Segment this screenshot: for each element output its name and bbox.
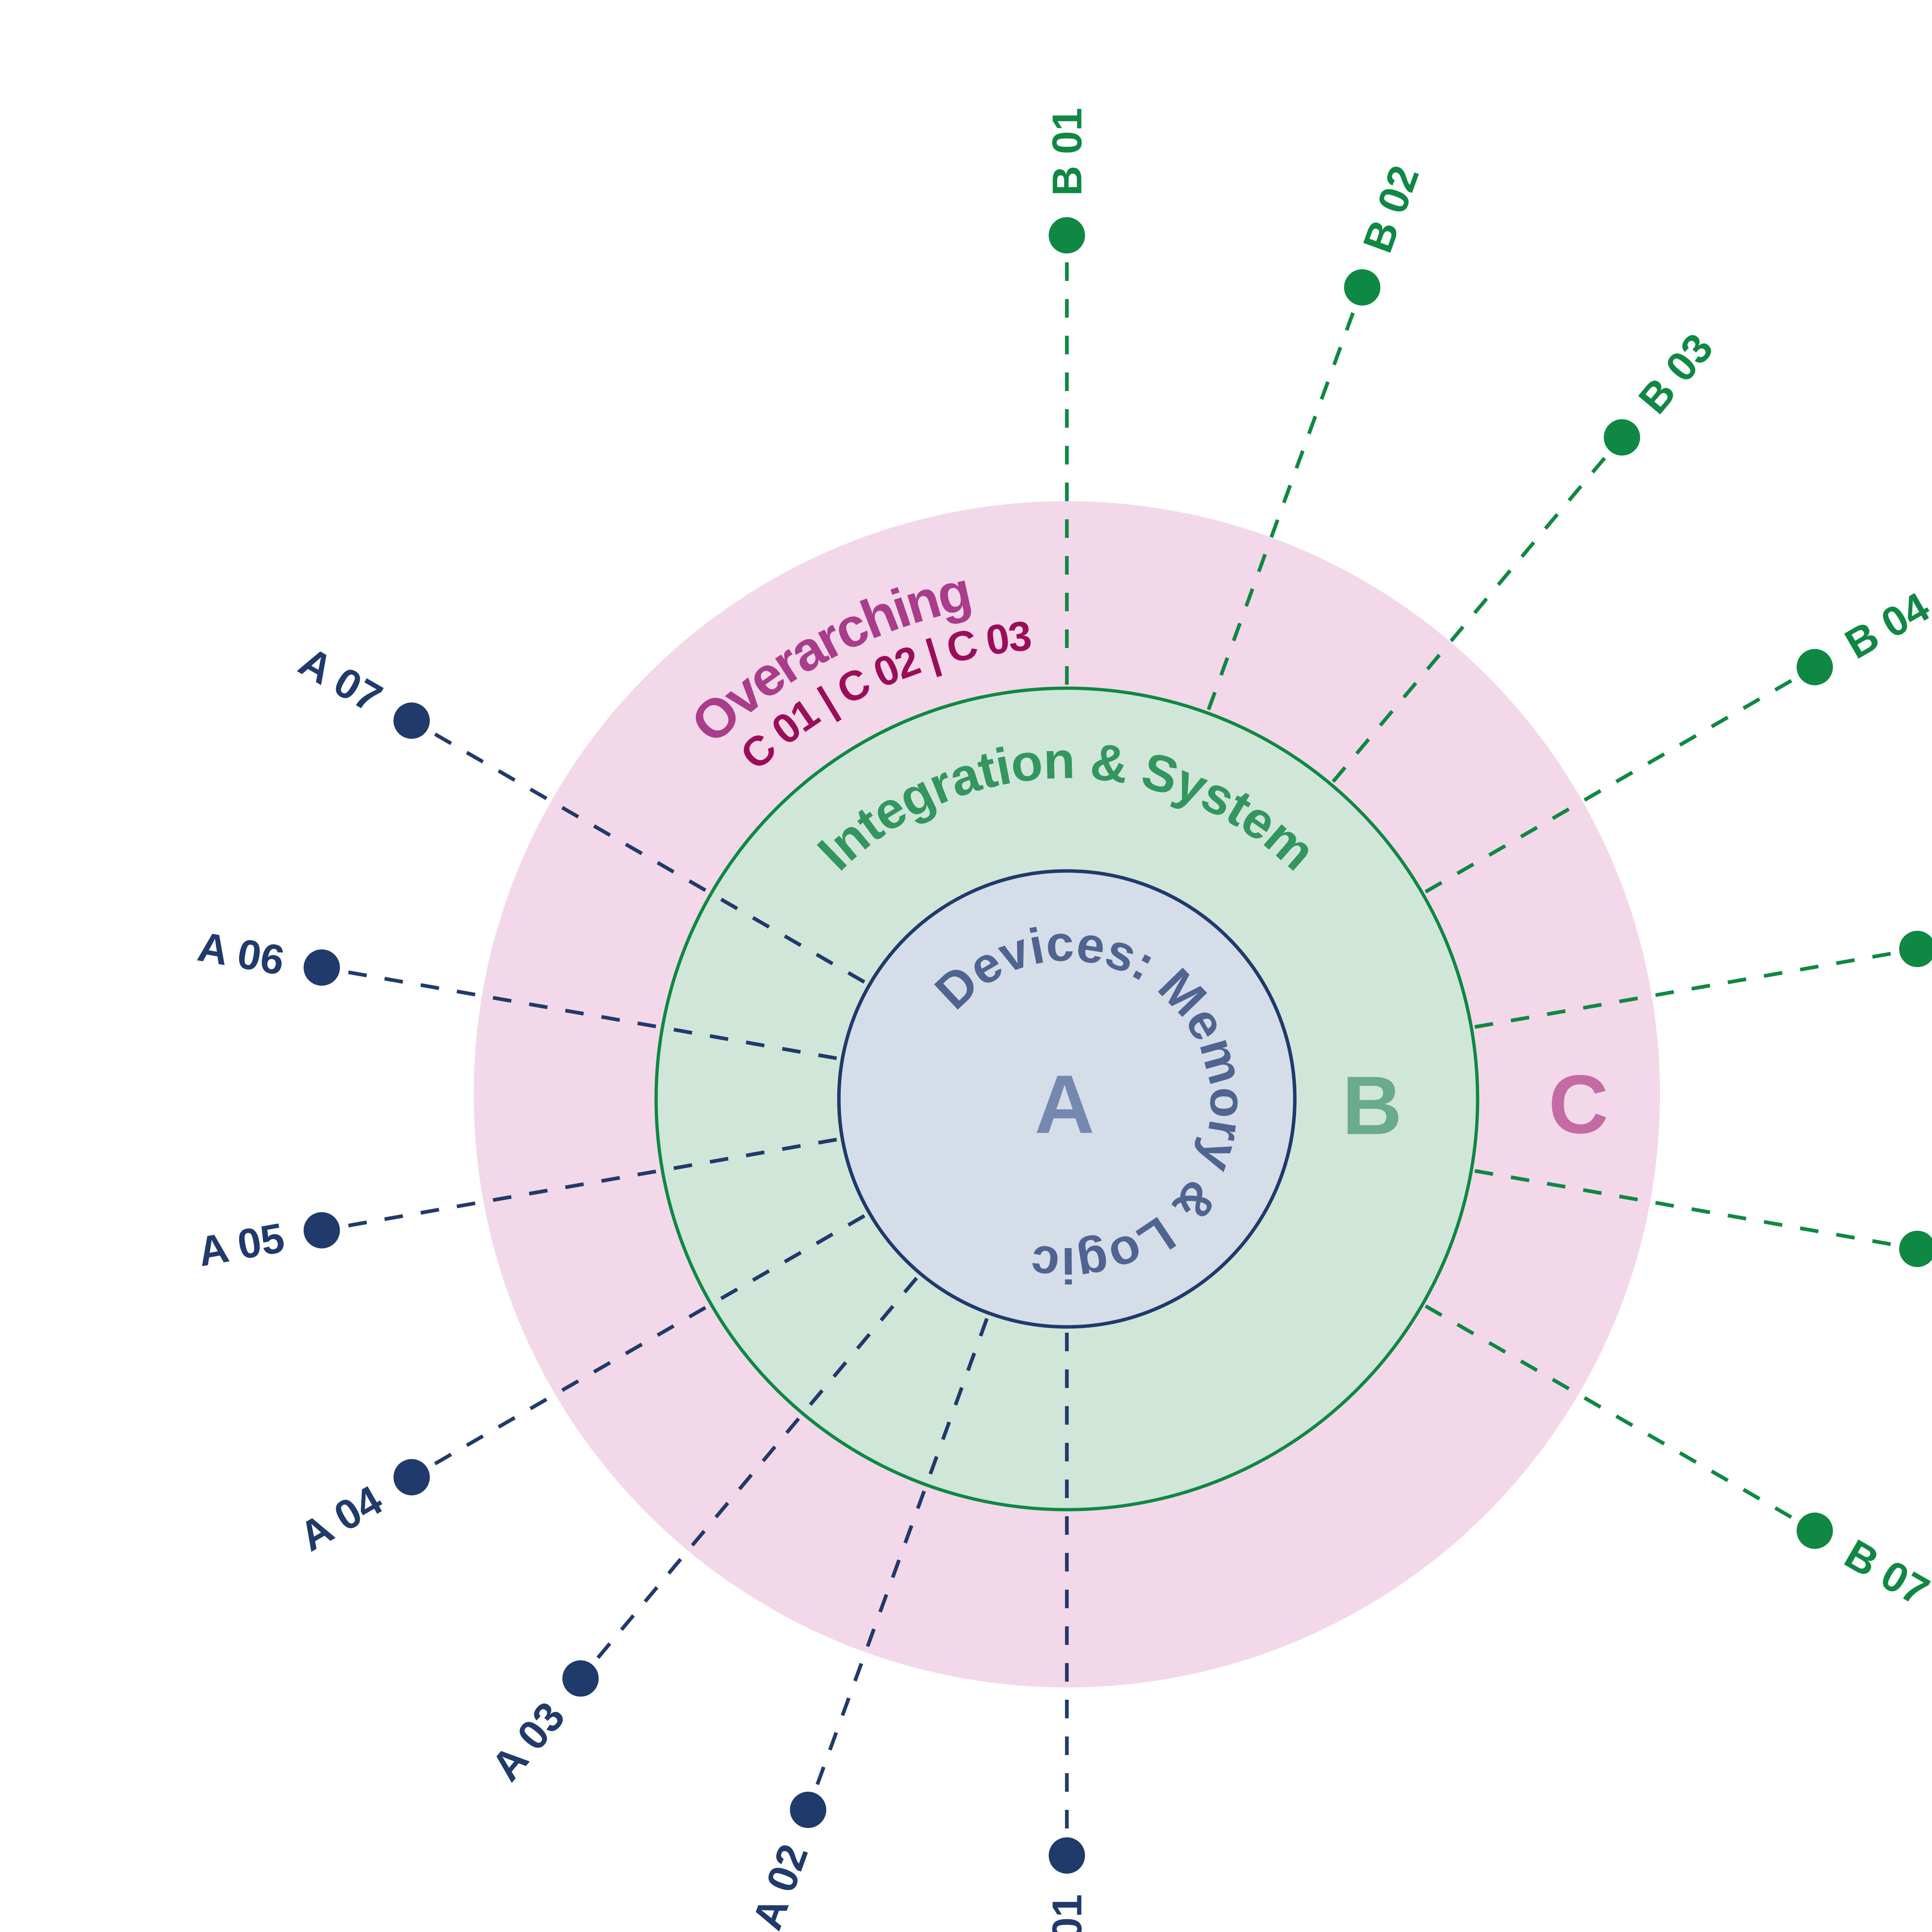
svg-text:A: A	[1034, 1058, 1094, 1151]
svg-text:B 01: B 01	[1044, 108, 1090, 196]
svg-text:B: B	[1342, 1059, 1402, 1152]
svg-text:A 01: A 01	[1044, 1894, 1090, 1932]
svg-text:C: C	[1548, 1058, 1608, 1151]
